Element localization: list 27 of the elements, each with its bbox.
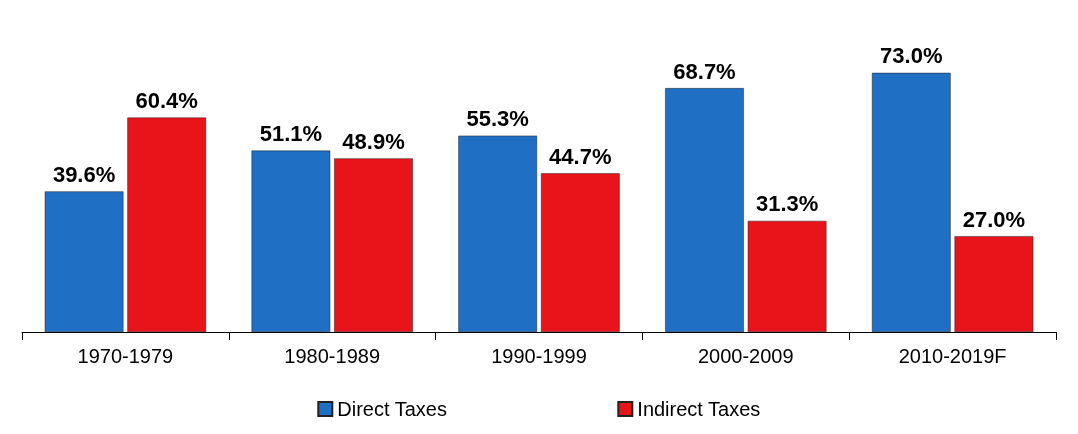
- x-tick-label: 1970-1979: [77, 345, 174, 367]
- legend-label: Direct Taxes: [337, 398, 447, 420]
- bar: [251, 150, 331, 332]
- bar: [954, 236, 1034, 332]
- bar: [44, 191, 124, 332]
- bar: [871, 72, 951, 332]
- data-label: 27.0%: [962, 206, 1026, 232]
- bar: [540, 173, 620, 332]
- data-label: 55.3%: [466, 106, 529, 132]
- bar: [334, 158, 413, 332]
- x-tick-label: 1980-1989: [284, 345, 381, 367]
- data-label: 39.6%: [52, 161, 116, 187]
- x-tick-label: 1990-1999: [491, 345, 587, 367]
- bar: [747, 220, 827, 332]
- bar: [127, 117, 207, 332]
- data-label: 51.1%: [259, 121, 323, 147]
- x-tick-label: 2000-2009: [697, 345, 794, 367]
- data-label: 68.7%: [673, 58, 736, 84]
- legend-label: Indirect Taxes: [637, 398, 761, 420]
- data-label: 31.3%: [755, 191, 819, 217]
- data-label: 60.4%: [135, 88, 198, 114]
- bar: [458, 135, 538, 332]
- data-label: 73.0%: [880, 43, 943, 69]
- data-label: 48.9%: [342, 128, 405, 154]
- data-label: 44.7%: [549, 143, 612, 169]
- bar: [665, 88, 744, 332]
- x-tick-label: 2010-2019F: [898, 345, 1007, 367]
